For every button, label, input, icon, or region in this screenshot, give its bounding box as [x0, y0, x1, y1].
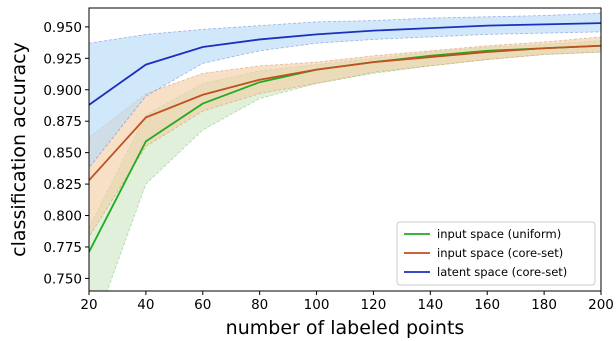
y-tick-label: 0.775 [43, 240, 82, 256]
y-axis-label: classification accuracy [8, 42, 30, 257]
confidence-bands [89, 12, 601, 291]
y-tick-label: 0.950 [43, 20, 82, 36]
x-axis-label: number of labeled points [226, 317, 465, 339]
series-line-3 [89, 22, 601, 106]
x-tick-label: 200 [588, 297, 614, 313]
x-tick-label: 100 [304, 297, 330, 313]
y-tick-label: 0.925 [43, 51, 82, 67]
y-axis-ticks: 0.750 0.775 0.800 0.825 0.850 0.875 0.900 0.925… [43, 20, 89, 287]
y-tick-label: 0.850 [43, 146, 82, 162]
x-tick-label: 180 [531, 297, 557, 313]
y-tick-label: 0.900 [43, 83, 82, 99]
x-tick-label: 40 [137, 297, 154, 313]
x-tick-label: 120 [361, 297, 387, 313]
legend-box [396, 221, 596, 286]
x-tick-label: 20 [80, 297, 97, 313]
confidence-band-3 [89, 12, 601, 169]
legend-label: latent space (core-set) [437, 265, 567, 279]
series-lines [89, 22, 601, 253]
legend: input space (uniform) input space (core-s… [396, 221, 596, 286]
legend-label: input space (uniform) [437, 227, 561, 241]
y-tick-label: 0.750 [43, 271, 82, 287]
series-line-2 [89, 44, 601, 181]
y-tick-label: 0.800 [43, 209, 82, 225]
x-tick-label: 80 [251, 297, 268, 313]
y-tick-label: 0.875 [43, 114, 82, 130]
x-tick-label: 60 [194, 297, 211, 313]
legend-label: input space (core-set) [437, 246, 563, 260]
x-axis-ticks: 20 40 60 80 100 120 140 160 180 200 [80, 291, 614, 313]
confidence-band-2 [89, 36, 601, 238]
confidence-band-1 [89, 40, 601, 291]
x-tick-label: 160 [474, 297, 500, 313]
y-tick-label: 0.825 [43, 177, 82, 193]
x-tick-label: 140 [417, 297, 443, 313]
plot-frame [88, 7, 602, 292]
